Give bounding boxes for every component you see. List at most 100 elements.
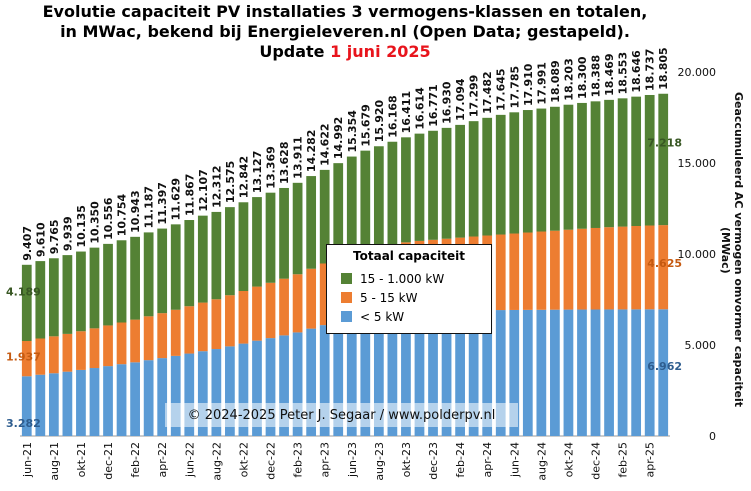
total-label-35: 17.645 [495, 68, 508, 110]
bar-large-1 [35, 261, 46, 339]
bar-small-32 [455, 310, 465, 436]
bar-mid-13 [197, 302, 208, 352]
bar-mid-19 [279, 278, 289, 336]
bar-small-41 [577, 309, 587, 436]
total-label-36: 17.785 [508, 66, 521, 108]
total-label-45: 18.646 [630, 50, 643, 93]
bar-large-47 [658, 93, 669, 226]
x-tick-label-12: jun-23 [346, 442, 359, 478]
bar-small-39 [550, 309, 560, 436]
bar-large-29 [414, 133, 425, 241]
total-label-34: 17.482 [481, 71, 494, 113]
total-label-3: 9.939 [61, 216, 74, 251]
bar-mid-7 [116, 322, 127, 365]
total-label-21: 14.282 [305, 130, 318, 172]
total-label-27: 16.168 [386, 95, 399, 137]
bar-small-24 [346, 317, 357, 436]
bar-large-18 [265, 192, 276, 283]
x-tick-label-6: jun-22 [183, 442, 196, 478]
bar-mid-43 [604, 227, 614, 310]
legend-label-small: < 5 kW [360, 309, 405, 324]
total-label-6: 10.556 [102, 197, 115, 240]
total-label-24: 15.354 [346, 110, 359, 153]
legend-swatch-small [341, 311, 352, 322]
bar-large-24 [346, 156, 357, 253]
legend-swatch-large [341, 273, 352, 284]
bar-small-31 [441, 310, 452, 436]
bar-large-8 [130, 236, 140, 320]
bar-mid-41 [577, 228, 587, 310]
y-tick-label-4: 20.000 [678, 66, 717, 79]
bar-mid-35 [495, 234, 506, 311]
bar-large-2 [48, 258, 59, 337]
total-label-43: 18.469 [603, 53, 616, 95]
bar-mid-9 [143, 316, 154, 361]
bar-large-42 [590, 101, 601, 228]
update-date: 1 juni 2025 [330, 42, 431, 61]
bar-small-7 [116, 364, 127, 436]
bar-large-14 [211, 211, 222, 300]
total-label-0: 9.407 [21, 226, 34, 261]
bar-large-16 [238, 202, 249, 292]
y-tick-label-2: 10.000 [678, 248, 717, 261]
total-label-2: 9.765 [48, 219, 61, 254]
bar-small-2 [48, 373, 59, 436]
bar-large-13 [197, 215, 208, 303]
x-tick-label-22: feb-25 [617, 442, 630, 478]
bar-mid-2 [48, 336, 59, 374]
bar-large-39 [550, 106, 560, 231]
bar-large-37 [522, 110, 533, 233]
total-label-28: 16.411 [400, 91, 413, 133]
total-label-32: 17.094 [454, 78, 467, 121]
bar-small-28 [401, 312, 411, 436]
total-label-18: 13.369 [265, 146, 278, 188]
legend-item-mid: 5 - 15 kW [327, 288, 491, 307]
last-label-mid: 4.625 [647, 257, 682, 270]
bar-large-41 [577, 102, 587, 229]
total-label-26: 15.920 [373, 99, 386, 142]
bar-mid-38 [536, 231, 547, 310]
total-label-22: 14.622 [319, 123, 332, 165]
bar-mid-40 [563, 229, 574, 310]
total-label-9: 11.187 [143, 186, 156, 228]
legend-swatch-mid [341, 292, 352, 303]
bar-large-15 [225, 207, 235, 296]
x-tick-label-8: okt-22 [237, 442, 250, 477]
first-label-small: 3.282 [6, 417, 41, 430]
bar-small-46 [644, 309, 655, 436]
total-label-25: 15.679 [359, 104, 372, 146]
x-tick-label-17: apr-24 [481, 442, 494, 478]
bar-mid-45 [631, 226, 642, 310]
total-label-7: 10.754 [116, 193, 129, 236]
bar-small-35 [495, 310, 506, 436]
bar-small-12 [184, 353, 195, 436]
bar-small-30 [428, 311, 438, 436]
bar-mid-3 [62, 333, 73, 372]
bar-large-11 [170, 224, 181, 310]
bar-small-16 [238, 343, 249, 436]
total-label-17: 13.127 [251, 151, 264, 193]
bar-small-34 [482, 310, 493, 436]
bar-large-5 [89, 247, 100, 329]
bar-small-1 [35, 374, 46, 436]
bar-mid-1 [35, 338, 46, 375]
bar-small-9 [143, 360, 154, 436]
total-label-10: 11.397 [156, 182, 169, 224]
chart-title-line2: in MWac, bekend bij Energieleveren.nl (O… [60, 22, 630, 41]
bar-mid-6 [103, 325, 113, 367]
bar-mid-17 [252, 286, 262, 341]
total-label-47: 18.805 [657, 47, 670, 89]
total-label-11: 11.629 [170, 178, 183, 220]
bar-small-11 [170, 355, 181, 436]
first-label-mid: 1.937 [6, 350, 41, 363]
x-tick-label-3: dec-21 [102, 442, 115, 480]
total-label-44: 18.553 [617, 52, 630, 94]
bar-small-40 [563, 309, 574, 436]
bar-small-22 [319, 325, 330, 436]
x-tick-label-4: feb-22 [129, 442, 142, 478]
x-tick-label-7: aug-22 [210, 442, 223, 481]
bar-small-43 [604, 309, 614, 436]
bar-mid-37 [522, 232, 533, 310]
